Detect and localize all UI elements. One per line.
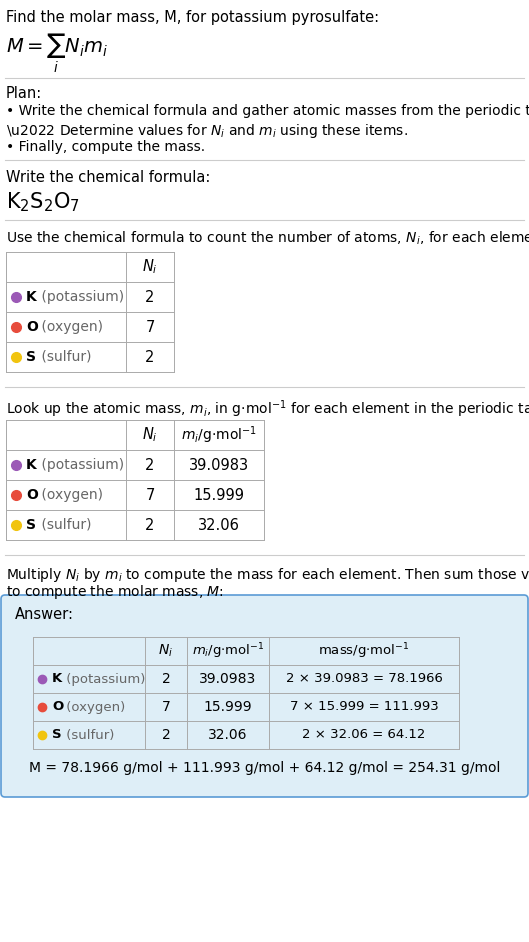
Text: S: S <box>26 518 36 532</box>
Text: 2: 2 <box>162 672 170 686</box>
Text: $\mathit{M} = \sum_i \mathit{N}_i \mathit{m}_i$: $\mathit{M} = \sum_i \mathit{N}_i \mathi… <box>6 32 108 75</box>
Text: 2: 2 <box>145 289 154 304</box>
Text: K: K <box>52 673 62 686</box>
Text: Plan:: Plan: <box>6 86 42 101</box>
Text: 7: 7 <box>162 700 170 714</box>
Text: (potassium): (potassium) <box>37 290 124 304</box>
Text: 7 × 15.999 = 111.993: 7 × 15.999 = 111.993 <box>289 701 439 713</box>
Text: 2: 2 <box>145 517 154 532</box>
Text: (oxygen): (oxygen) <box>62 701 125 713</box>
Text: 39.0983: 39.0983 <box>199 672 257 686</box>
Text: (oxygen): (oxygen) <box>37 488 103 502</box>
Text: $\mathit{N}_i$: $\mathit{N}_i$ <box>142 258 158 276</box>
Text: Write the chemical formula:: Write the chemical formula: <box>6 170 211 185</box>
Text: Find the molar mass, M, for potassium pyrosulfate:: Find the molar mass, M, for potassium py… <box>6 10 379 25</box>
Text: 32.06: 32.06 <box>198 517 240 532</box>
Text: 7: 7 <box>145 319 154 334</box>
Text: (oxygen): (oxygen) <box>37 320 103 334</box>
Text: Use the chemical formula to count the number of atoms, $\mathit{N}_i$, for each : Use the chemical formula to count the nu… <box>6 230 529 248</box>
Text: S: S <box>52 728 61 741</box>
Text: 2 × 32.06 = 64.12: 2 × 32.06 = 64.12 <box>302 728 426 741</box>
Text: (potassium): (potassium) <box>37 458 124 472</box>
Text: K: K <box>26 290 37 304</box>
FancyBboxPatch shape <box>1 595 528 797</box>
Text: $\mathrm{K_2S_2O_7}$: $\mathrm{K_2S_2O_7}$ <box>6 190 80 214</box>
Text: (sulfur): (sulfur) <box>37 350 92 364</box>
Text: Look up the atomic mass, $\mathit{m}_i$, in g$\cdot$mol$^{-1}$ for each element : Look up the atomic mass, $\mathit{m}_i$,… <box>6 398 529 419</box>
Text: O: O <box>26 488 38 502</box>
Text: • Write the chemical formula and gather atomic masses from the periodic table.: • Write the chemical formula and gather … <box>6 104 529 118</box>
Text: 2 × 39.0983 = 78.1966: 2 × 39.0983 = 78.1966 <box>286 673 442 686</box>
Text: (sulfur): (sulfur) <box>37 518 92 532</box>
Text: O: O <box>26 320 38 334</box>
Text: to compute the molar mass, $\mathit{M}$:: to compute the molar mass, $\mathit{M}$: <box>6 583 224 601</box>
Text: 15.999: 15.999 <box>194 488 244 502</box>
Text: $\mathit{N}_i$: $\mathit{N}_i$ <box>159 642 174 659</box>
Text: 7: 7 <box>145 488 154 502</box>
Text: (potassium): (potassium) <box>62 673 145 686</box>
Text: 2: 2 <box>162 728 170 742</box>
Text: S: S <box>26 350 36 364</box>
Text: Answer:: Answer: <box>15 607 74 622</box>
Text: M = 78.1966 g/mol + 111.993 g/mol + 64.12 g/mol = 254.31 g/mol: M = 78.1966 g/mol + 111.993 g/mol + 64.1… <box>29 761 500 775</box>
Text: $\mathit{m}_i$/g$\cdot$mol$^{-1}$: $\mathit{m}_i$/g$\cdot$mol$^{-1}$ <box>181 424 257 446</box>
Text: \u2022 Determine values for $\mathit{N}_i$ and $\mathit{m}_i$ using these items.: \u2022 Determine values for $\mathit{N}_… <box>6 122 408 140</box>
Text: O: O <box>52 701 63 713</box>
Text: • Finally, compute the mass.: • Finally, compute the mass. <box>6 140 205 154</box>
Text: (sulfur): (sulfur) <box>62 728 114 741</box>
Text: 2: 2 <box>145 458 154 473</box>
Text: K: K <box>26 458 37 472</box>
Text: $\mathit{m}_i$/g$\cdot$mol$^{-1}$: $\mathit{m}_i$/g$\cdot$mol$^{-1}$ <box>191 642 264 660</box>
Text: 32.06: 32.06 <box>208 728 248 742</box>
Text: mass/g$\cdot$mol$^{-1}$: mass/g$\cdot$mol$^{-1}$ <box>318 642 410 660</box>
Text: Multiply $\mathit{N}_i$ by $\mathit{m}_i$ to compute the mass for each element. : Multiply $\mathit{N}_i$ by $\mathit{m}_i… <box>6 566 529 584</box>
Text: 39.0983: 39.0983 <box>189 458 249 473</box>
Text: 15.999: 15.999 <box>204 700 252 714</box>
Text: $\mathit{N}_i$: $\mathit{N}_i$ <box>142 426 158 445</box>
Text: 2: 2 <box>145 349 154 365</box>
